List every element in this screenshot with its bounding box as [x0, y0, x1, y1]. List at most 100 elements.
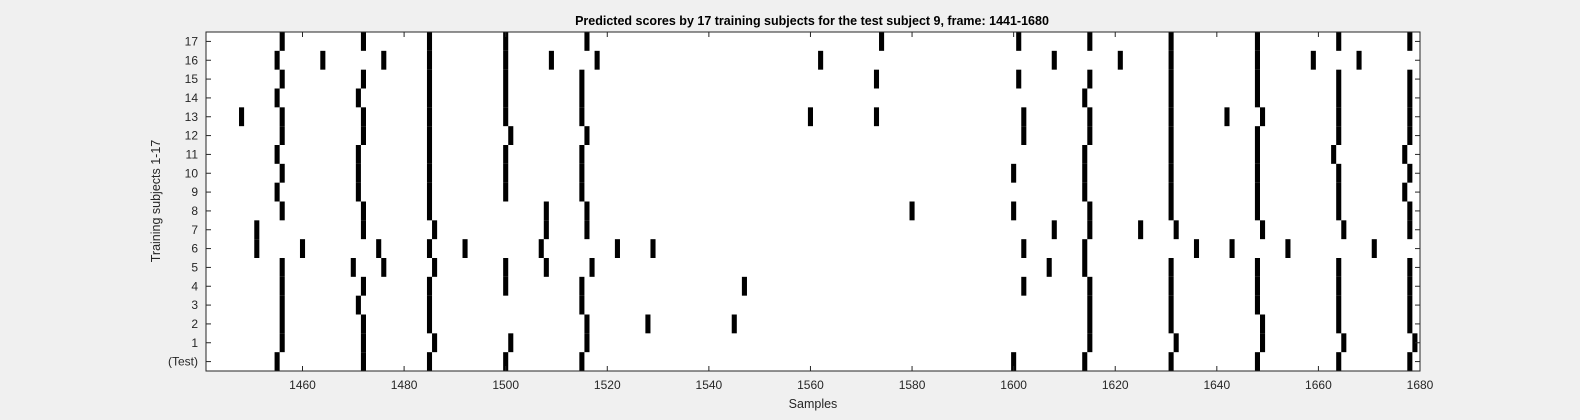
event-mark [1254, 352, 1260, 371]
event-mark [543, 258, 549, 277]
event-mark [909, 201, 915, 221]
event-mark [731, 314, 737, 334]
y-tick-label: 14 [185, 91, 199, 105]
event-mark [503, 182, 509, 202]
event-mark [1336, 69, 1342, 89]
event-mark [426, 182, 433, 202]
event-mark [1407, 163, 1413, 183]
event-mark [1173, 333, 1179, 353]
event-mark [1254, 145, 1260, 164]
event-mark [1402, 182, 1408, 202]
event-mark [360, 32, 366, 51]
event-mark [503, 352, 509, 371]
event-mark [879, 32, 885, 51]
event-mark [1021, 107, 1027, 127]
event-mark [1254, 126, 1260, 145]
event-mark [584, 333, 590, 353]
event-mark [1021, 239, 1027, 258]
event-mark [426, 32, 433, 51]
x-axis-label: Samples [789, 397, 838, 411]
event-mark [584, 32, 590, 51]
event-mark [1168, 201, 1174, 221]
event-mark [1336, 163, 1342, 183]
event-mark [1016, 32, 1022, 51]
event-mark [426, 69, 433, 89]
x-tick-label: 1480 [391, 378, 418, 392]
event-mark [1407, 352, 1413, 371]
y-tick-label: 10 [185, 166, 199, 180]
event-mark [584, 126, 590, 145]
event-mark [274, 182, 280, 202]
event-mark [1168, 352, 1174, 371]
event-mark [1087, 314, 1093, 334]
event-mark [426, 50, 433, 70]
event-mark [360, 126, 366, 145]
event-mark [426, 201, 433, 221]
event-mark [1336, 201, 1342, 221]
event-mark [360, 276, 366, 296]
event-mark [1407, 69, 1413, 89]
chart-title: Predicted scores by 17 training subjects… [575, 14, 1049, 28]
event-mark [1336, 295, 1342, 315]
event-mark [1229, 239, 1235, 258]
event-mark [589, 258, 595, 277]
event-mark [645, 314, 651, 334]
event-mark [381, 258, 387, 277]
event-mark [1407, 32, 1413, 51]
event-mark [1371, 239, 1377, 258]
event-mark [1021, 276, 1027, 296]
event-mark [274, 145, 280, 164]
x-tick-label: 1500 [492, 378, 519, 392]
event-mark [1224, 107, 1230, 127]
event-mark [426, 314, 433, 334]
event-mark [426, 126, 433, 145]
event-mark [584, 314, 590, 334]
event-mark [1082, 352, 1088, 371]
event-mark [360, 314, 366, 334]
event-mark [462, 239, 468, 258]
event-mark [279, 163, 285, 183]
event-mark [1407, 220, 1413, 240]
event-mark [1168, 32, 1174, 51]
event-mark [355, 88, 361, 108]
y-axis-label: Training subjects 1-17 [149, 140, 163, 263]
event-mark [1082, 239, 1088, 258]
event-mark [1082, 163, 1088, 183]
event-mark [1082, 182, 1088, 202]
y-tick-label: 5 [191, 260, 198, 274]
event-mark [584, 220, 590, 240]
y-tick-label: 13 [185, 110, 199, 124]
event-mark [1168, 50, 1174, 70]
x-tick-label: 1640 [1203, 378, 1230, 392]
event-mark [1016, 69, 1022, 89]
event-mark [503, 163, 509, 183]
x-tick-label: 1580 [899, 378, 926, 392]
event-mark [1087, 69, 1093, 89]
event-mark [426, 276, 433, 296]
x-tick-label: 1460 [289, 378, 316, 392]
event-mark [503, 145, 509, 164]
event-mark [1336, 258, 1342, 277]
event-mark [426, 295, 433, 315]
event-mark [1260, 333, 1266, 353]
event-mark [432, 258, 438, 277]
event-mark [355, 145, 361, 164]
event-mark [543, 220, 549, 240]
event-mark [1087, 295, 1093, 315]
event-mark [299, 239, 306, 258]
event-mark [548, 50, 554, 70]
y-tick-label: 8 [191, 204, 198, 218]
event-mark [741, 276, 747, 296]
event-mark [1310, 50, 1316, 70]
event-mark [1087, 107, 1093, 127]
event-mark [1260, 314, 1266, 334]
event-mark [1168, 126, 1174, 145]
event-mark [1087, 126, 1093, 145]
event-mark [1254, 182, 1260, 202]
event-mark [1051, 220, 1057, 240]
event-mark [579, 163, 585, 183]
event-mark [1254, 32, 1260, 51]
event-mark [1412, 333, 1418, 353]
x-tick-label: 1560 [797, 378, 824, 392]
event-mark [579, 88, 585, 108]
